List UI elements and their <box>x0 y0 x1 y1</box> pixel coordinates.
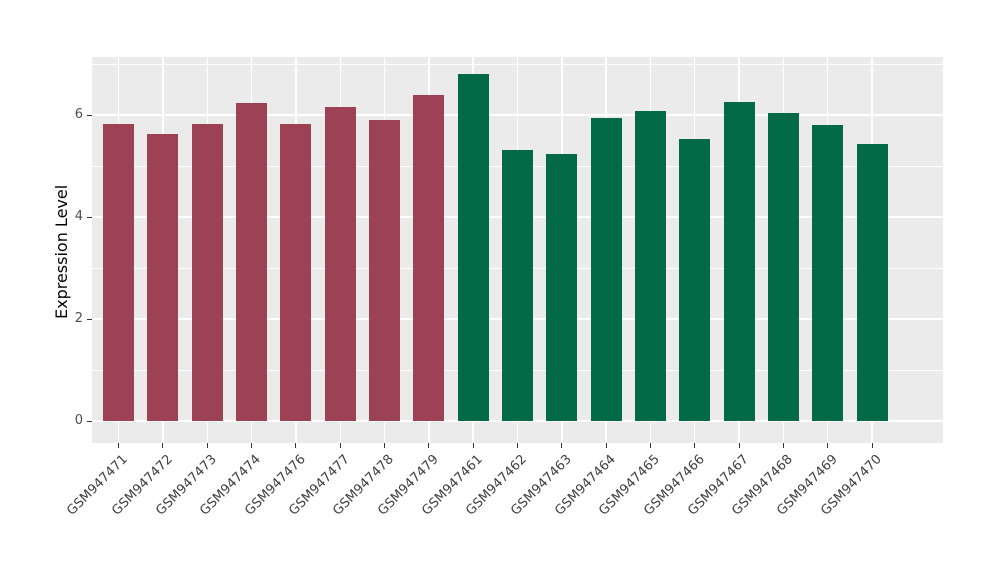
bar-GSM947463 <box>546 153 578 422</box>
x-tick-mark <box>384 443 386 448</box>
bar-GSM947477 <box>324 106 356 422</box>
x-tick-mark <box>871 443 873 448</box>
y-axis-title: Expression Level <box>52 184 71 319</box>
y-tick-mark-0 <box>87 420 92 422</box>
x-tick-mark <box>738 443 740 448</box>
x-tick-mark <box>649 443 651 448</box>
x-tick-mark <box>206 443 208 448</box>
bar-GSM947470 <box>856 144 888 422</box>
bar-GSM947468 <box>767 112 799 422</box>
x-tick-mark <box>339 443 341 448</box>
bar-GSM947476 <box>280 123 312 422</box>
x-tick-mark <box>295 443 297 448</box>
x-tick-mark <box>827 443 829 448</box>
bar-GSM947466 <box>679 139 711 422</box>
x-tick-mark <box>517 443 518 448</box>
x-tick-mark <box>605 443 607 448</box>
x-tick-mark <box>694 443 696 448</box>
bar-GSM947469 <box>812 124 844 422</box>
bar-GSM947471 <box>103 123 135 422</box>
x-tick-mark <box>118 443 120 448</box>
bar-GSM947465 <box>634 111 666 422</box>
bar-GSM947467 <box>723 101 755 422</box>
y-tick-label-2: 2 <box>74 311 83 327</box>
bar-GSM947473 <box>191 123 223 422</box>
bar-GSM947464 <box>590 118 622 422</box>
bar-GSM947462 <box>501 150 533 422</box>
x-tick-mark <box>162 443 164 448</box>
y-tick-label-0: 0 <box>74 413 83 429</box>
bar-GSM947474 <box>236 103 268 422</box>
bar-GSM947478 <box>369 120 401 422</box>
x-tick-mark <box>782 443 784 448</box>
bar-GSM947479 <box>413 94 445 422</box>
y-tick-label-6: 6 <box>74 107 83 123</box>
x-tick-mark <box>251 443 253 448</box>
y-tick-mark-2 <box>87 318 92 320</box>
x-tick-mark <box>472 443 474 448</box>
y-tick-mark-4 <box>87 216 92 218</box>
y-tick-mark-6 <box>87 114 92 116</box>
bar-GSM947472 <box>147 133 179 422</box>
bar-GSM947461 <box>457 73 489 422</box>
x-tick-mark <box>428 443 430 448</box>
x-tick-mark <box>561 443 563 448</box>
y-tick-label-4: 4 <box>74 209 83 225</box>
